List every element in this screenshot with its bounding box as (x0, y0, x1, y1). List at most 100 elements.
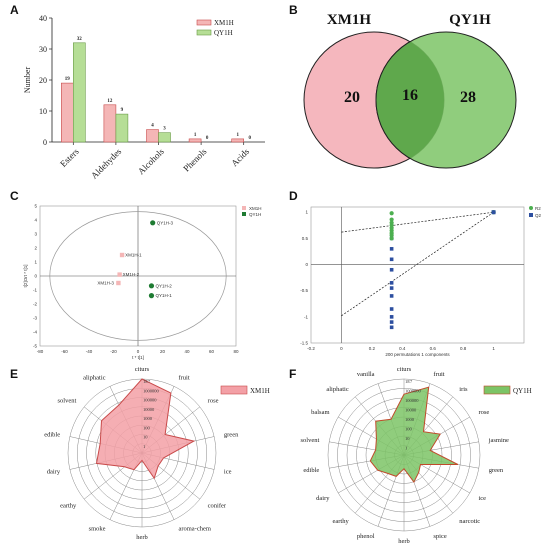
radar-category-label: jasmine (488, 437, 509, 444)
panel-label-a: A (10, 3, 19, 17)
bar (60, 82, 74, 143)
venn-panel: XM1H QY1H 20 16 28 (303, 12, 517, 169)
legend-swatch (242, 206, 246, 210)
bar (231, 138, 244, 143)
y-tick-label: -0.5 (300, 288, 308, 293)
x-tick-label: 40 (184, 349, 190, 354)
score-point (150, 220, 156, 226)
bar-value-label: 0 (206, 136, 209, 141)
radar-category-label: fruit (178, 374, 189, 381)
legend-swatch (220, 385, 248, 395)
x-tick-label: Phenols (181, 146, 209, 174)
venn-set-label: XM1H (327, 12, 371, 28)
radar-category-label: vanilla (357, 371, 375, 378)
bar (103, 104, 117, 143)
y-tick-label: 0 (305, 262, 308, 267)
radar-category-label: spice (433, 533, 446, 540)
x-tick-label: Aldehydes (89, 146, 124, 181)
r2-regression-line (341, 211, 494, 233)
bar-value-label: 4 (151, 124, 154, 129)
score-point (116, 280, 121, 286)
y-tick-label: -1 (304, 314, 308, 319)
x-tick-label: Acids (229, 146, 251, 168)
r2-point (389, 236, 394, 241)
legend-label: QY1H (513, 387, 532, 395)
bar-value-label: 12 (107, 99, 113, 104)
y-tick-label: 0.5 (302, 236, 309, 241)
radar-category-label: aroma-chem (178, 526, 210, 533)
radar-category-label: balsam (311, 409, 329, 416)
radar-category-label: dairy (47, 469, 61, 476)
bar-value-label: 19 (65, 77, 71, 82)
radar-category-label: ice (224, 469, 232, 476)
x-tick-label: 80 (233, 349, 239, 354)
legend-swatch (242, 212, 246, 216)
y-tick-label: 5 (34, 204, 37, 209)
legend-swatch (196, 29, 212, 36)
y-tick-label: -3 (33, 316, 37, 321)
radar-category-label: herb (136, 534, 148, 541)
r2-point (389, 211, 394, 216)
legend-label: XM1H (214, 19, 234, 27)
radar-category-label: conifer (208, 502, 227, 509)
score-point (148, 293, 155, 299)
radar-category-label: earthy (332, 518, 349, 525)
plot-frame (310, 206, 525, 344)
y-tick-label: 4 (34, 218, 37, 223)
q2-point (389, 325, 394, 330)
y-axis-label: Number (23, 67, 32, 94)
r2-point (389, 233, 394, 238)
x-tick-label: Esters (58, 146, 81, 169)
bar (188, 138, 202, 143)
bar-value-label: 0 (248, 136, 251, 141)
y-tick-label: 1 (34, 260, 37, 265)
q2-regression-line (341, 211, 494, 317)
radar-ring-label: 1E7 (405, 379, 413, 384)
radar-ring-label: 10000 (143, 407, 155, 412)
legend-label: XM1H (250, 387, 270, 395)
panel-label-b: B (289, 3, 298, 17)
radar-category-label: phenol (357, 533, 375, 540)
y-tick-label: 2 (34, 246, 37, 251)
x-tick-label: -20 (110, 349, 117, 354)
radar-ring-label: 1 (143, 444, 145, 449)
legend-swatch (196, 19, 212, 26)
score-point (117, 272, 122, 277)
radar-ring-label: 100 (143, 425, 151, 430)
y-tick-label: -1.5 (300, 341, 308, 346)
radar-category-label: aliphatic (326, 386, 348, 393)
radar-ring-label: 100000 (143, 398, 157, 403)
x-tick-label: -40 (86, 349, 93, 354)
venn-set-label: QY1H (449, 12, 491, 28)
x-tick-label: 0.8 (460, 346, 467, 351)
y-tick-label: 0 (43, 138, 47, 147)
q2-point (389, 247, 394, 251)
x-tick-label: 0.4 (399, 346, 406, 351)
q2-point (389, 257, 394, 262)
radar-category-label: citurs (135, 366, 150, 373)
venn-count: 20 (344, 89, 360, 106)
radar-category-label: earthy (60, 502, 77, 509)
x-tick-label: 0.2 (369, 346, 376, 351)
radar-area (369, 386, 459, 484)
radar-ring-label: 10 (405, 436, 410, 441)
q2-point (491, 210, 496, 215)
q2-point (389, 315, 394, 319)
bar (146, 129, 159, 143)
radar-category-label: fruit (433, 371, 444, 378)
radar-qy1h-panel: 1E7 1000000 100000 10000 1000 100 10 1 citurs fru… (301, 366, 532, 544)
venn-count: 28 (460, 89, 476, 106)
radar-ring-label: 100 (405, 427, 413, 432)
radar-category-label: green (224, 431, 239, 438)
y-tick-label: -4 (33, 330, 37, 335)
radar-ring-label: 1000 (405, 417, 415, 422)
y-tick-label: 40 (39, 14, 47, 23)
bar-value-label: 1 (236, 133, 239, 138)
legend-label: Q2 (535, 213, 542, 218)
radar-ring-label: 1 (405, 446, 407, 451)
x-tick-label: 1 (492, 346, 495, 351)
point-label: XM1H-3 (97, 281, 114, 286)
legend-swatch (483, 385, 511, 395)
y-tick-label: 1 (305, 210, 308, 215)
bar (73, 42, 86, 143)
